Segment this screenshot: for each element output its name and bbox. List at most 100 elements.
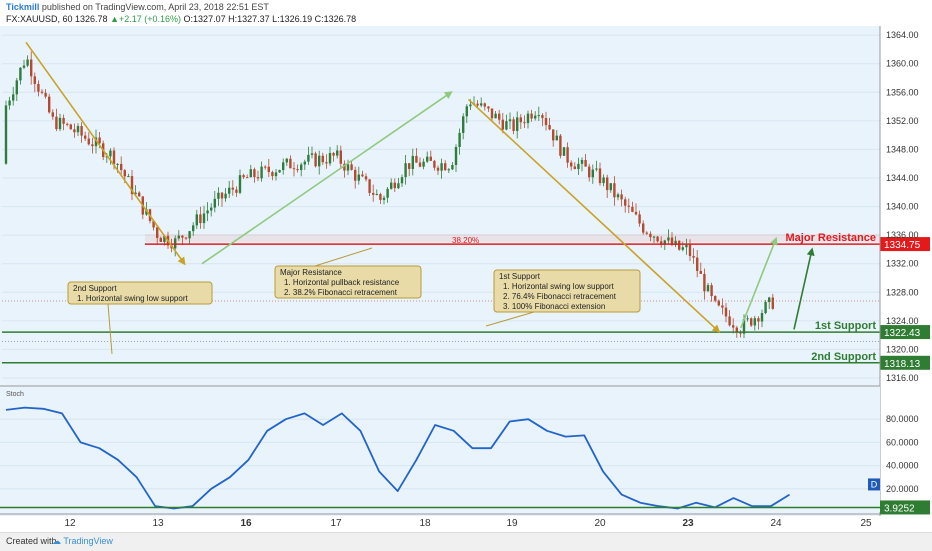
- candle-body: [339, 150, 342, 164]
- candle-body: [663, 240, 666, 245]
- time-tick-label: 20: [594, 518, 606, 529]
- price-chart[interactable]: 1334.75 Major Resistance 1322.43 1st Suppor…: [0, 22, 932, 532]
- candle-body: [307, 154, 310, 162]
- candle-body: [624, 199, 627, 206]
- candle-body: [462, 116, 465, 133]
- candle-body: [15, 80, 18, 95]
- annotation-pointer: [107, 303, 113, 355]
- candle-body: [415, 155, 418, 163]
- time-tick-label: 23: [682, 518, 694, 529]
- candle-body: [325, 162, 328, 164]
- up-arrow-1: [201, 91, 453, 265]
- candle-body: [724, 307, 728, 317]
- stoch-tick-label: 20.0000: [886, 484, 919, 494]
- candle-body: [346, 164, 350, 171]
- candle-body: [559, 135, 562, 156]
- candle-body: [717, 300, 720, 306]
- candle-body: [246, 177, 249, 179]
- annotation-box: [274, 265, 422, 299]
- candle-body: [217, 192, 220, 199]
- candle-body: [314, 153, 317, 167]
- candle-body: [429, 156, 432, 161]
- candle-body: [735, 327, 738, 333]
- ohlc-values: O:1327.07 H:1327.37 L:1326.19 C:1326.78: [181, 14, 357, 24]
- annotation-box: [493, 269, 641, 313]
- candle-body: [681, 247, 684, 250]
- candle-body: [714, 296, 717, 301]
- candle-body: [188, 231, 191, 239]
- candle-body: [130, 176, 134, 195]
- up-arrow-3: [793, 247, 815, 330]
- candle-body: [494, 113, 497, 119]
- candle-body: [343, 163, 346, 171]
- candle-body: [606, 177, 609, 191]
- candle-body: [138, 192, 141, 197]
- candle-body: [728, 316, 731, 326]
- stoch-line: [5, 406, 790, 510]
- candle-body: [26, 59, 29, 66]
- price-axis[interactable]: 1364.00 1360.00 1356.00 1352.00 1348.00 1344.…: [879, 26, 919, 516]
- candle-body: [22, 65, 26, 68]
- candle-body: [354, 169, 357, 181]
- stoch-background: [0, 386, 880, 512]
- price-tick-label: 1348.00: [886, 144, 919, 154]
- annotation-line: 3. 100% Fibonacci extension: [503, 302, 605, 311]
- candle-body: [112, 150, 116, 165]
- candle-body: [195, 214, 198, 226]
- candle-body: [361, 174, 364, 177]
- candle-body: [238, 175, 242, 193]
- price-tick-label: 1336.00: [886, 230, 919, 240]
- candle-body: [73, 129, 76, 133]
- stoch-marker-box: [868, 478, 880, 491]
- candle-body: [404, 163, 407, 178]
- candle-body: [256, 177, 260, 179]
- up-triangle-icon: ▲: [110, 14, 119, 24]
- candle-body: [37, 83, 40, 92]
- candle-body: [573, 166, 576, 170]
- candle-body: [368, 179, 371, 193]
- candle-body: [220, 192, 224, 199]
- tradingview-brand: TradingView: [63, 536, 113, 546]
- candle-body: [436, 167, 440, 171]
- price-tick-label: 1344.00: [886, 173, 919, 183]
- candle-body: [80, 126, 83, 136]
- time-tick-label: 18: [419, 518, 431, 529]
- candle-body: [753, 318, 756, 326]
- candle-body: [649, 233, 652, 238]
- candle-body: [721, 305, 724, 308]
- candle-body: [30, 59, 33, 77]
- candle-body: [253, 169, 256, 178]
- candle-body: [350, 164, 353, 170]
- candle-body: [62, 117, 65, 124]
- candle-body: [120, 163, 123, 171]
- time-tick-label: 19: [506, 518, 518, 529]
- candle-body: [580, 159, 584, 164]
- candle-body: [98, 137, 101, 144]
- candle-body: [267, 166, 270, 173]
- candle-body: [390, 182, 393, 189]
- publish-info: Tickmill published on TradingView.com, A…: [6, 2, 269, 12]
- candle-body: [210, 207, 213, 211]
- candle-body: [372, 192, 375, 195]
- candle-body: [364, 176, 368, 180]
- candle-body: [490, 108, 494, 119]
- price-change: +2.17 (+0.16%): [119, 14, 182, 24]
- price-tick-label: 1316.00: [886, 373, 919, 383]
- candle-body: [289, 158, 292, 169]
- candle-body: [577, 163, 580, 170]
- author-link[interactable]: Tickmill: [6, 2, 40, 12]
- time-axis[interactable]: 12 13 16 17 18 19 20 23 24 25: [0, 513, 880, 529]
- level-name-label: 1st Support: [815, 320, 876, 332]
- candle-body: [746, 318, 749, 320]
- candle-body: [400, 177, 404, 184]
- candle-body: [379, 194, 382, 200]
- tradingview-logo[interactable]: ☁ TradingView: [52, 536, 113, 546]
- candle-body: [645, 232, 648, 234]
- candle-body: [696, 257, 699, 271]
- candle-body: [109, 150, 112, 157]
- time-tick-label: 13: [152, 518, 164, 529]
- candle-body: [519, 117, 522, 123]
- candle-body: [310, 153, 314, 155]
- candle-body: [768, 297, 771, 302]
